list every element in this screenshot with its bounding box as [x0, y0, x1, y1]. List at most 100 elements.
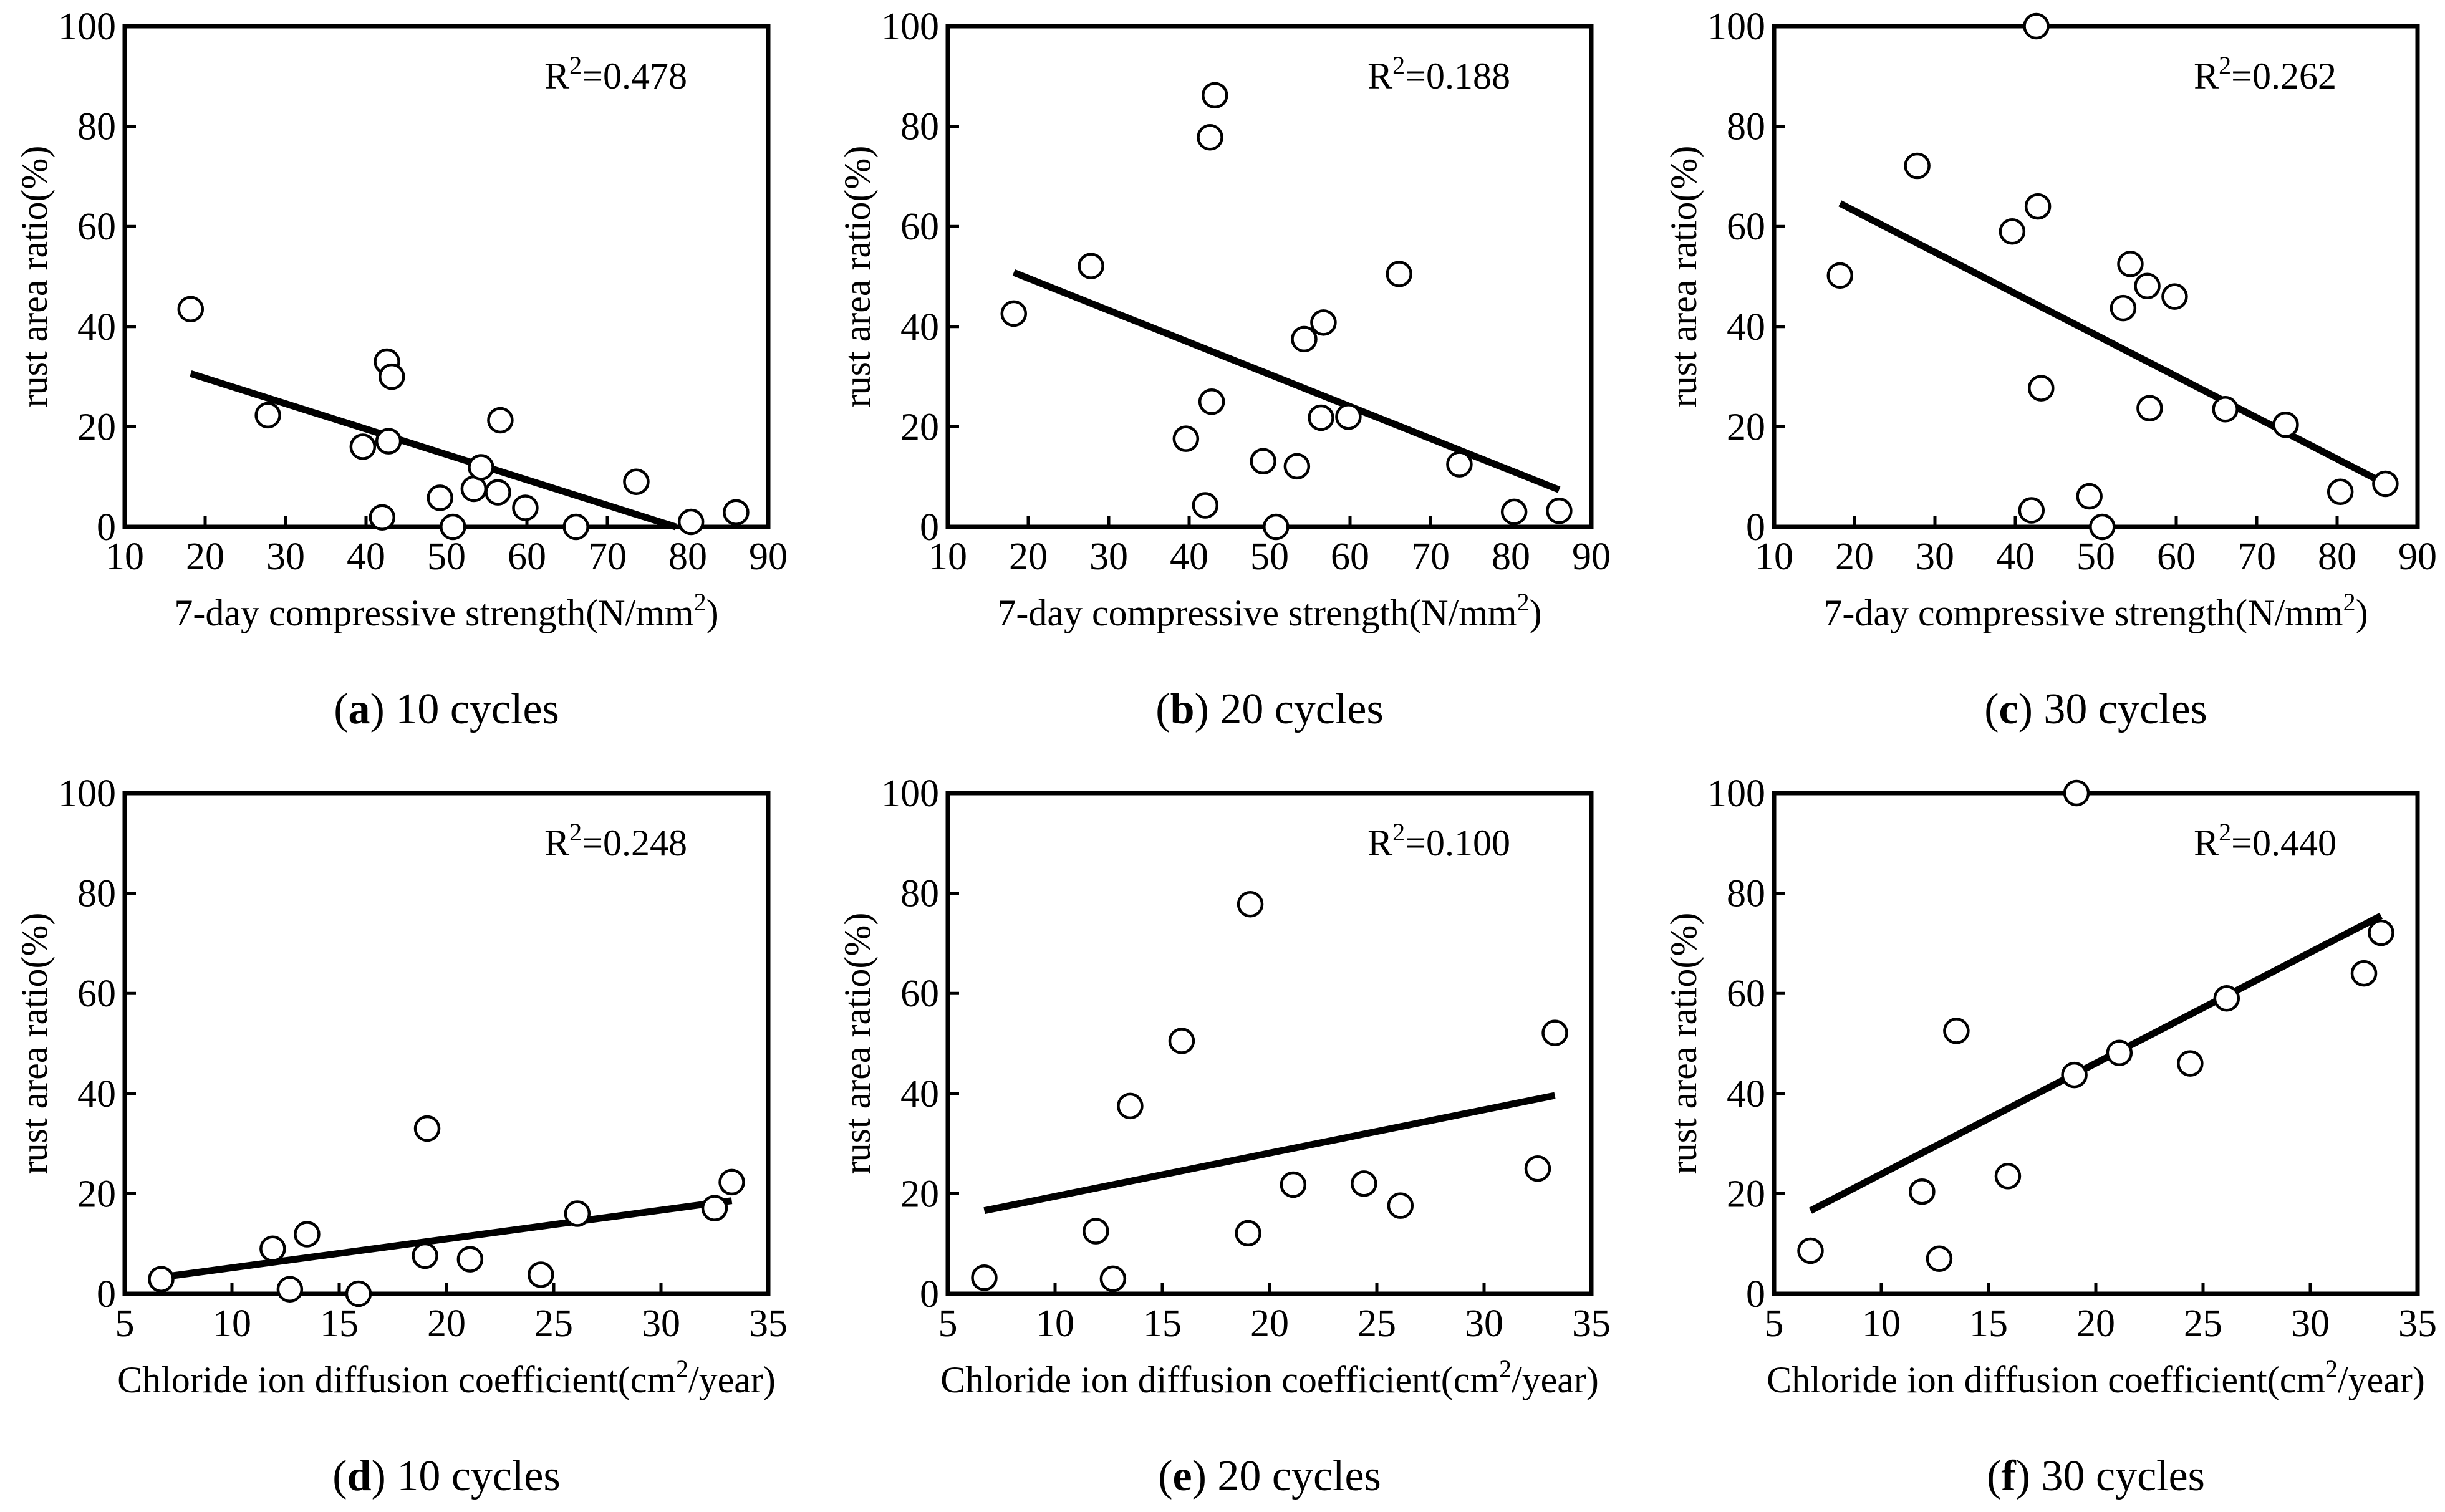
data-point	[1283, 453, 1311, 480]
data-point	[1926, 1245, 1953, 1273]
y-tick-label: 60	[900, 973, 939, 1015]
chart-panel-f: 5 10 15 20 25 30 35 0 20 40 60 80 100 Chloride ion di…	[1663, 773, 2437, 1500]
data-point	[1192, 492, 1219, 519]
data-point	[2028, 375, 2055, 402]
data-point	[677, 508, 705, 536]
data-point	[1197, 124, 1223, 151]
r2-annotation: R2=0.188	[1367, 51, 1510, 97]
x-tick-label: 15	[320, 1303, 359, 1345]
x-tick-label: 40	[1170, 536, 1208, 578]
y-tick-label: 20	[1727, 406, 1765, 448]
regression-line	[1838, 200, 2387, 487]
x-axis-label: 7-day compressive strength(N/mm2)	[997, 588, 1541, 633]
data-point	[701, 1195, 728, 1221]
y-tick-label: 0	[97, 506, 116, 549]
data-point	[259, 1235, 286, 1262]
data-point	[1386, 261, 1412, 287]
x-tick-label: 90	[2398, 536, 2437, 578]
data-point	[2213, 985, 2240, 1012]
plot-frame	[945, 791, 1594, 1296]
x-tick-label: 30	[1916, 536, 1954, 578]
y-tick-label: 40	[77, 1073, 116, 1115]
x-tick-label: 30	[266, 536, 305, 578]
x-tick-label: 30	[1465, 1303, 1503, 1345]
data-point	[2063, 779, 2090, 807]
data-point	[1235, 1220, 1261, 1247]
r2-annotation: R2=0.262	[2194, 51, 2336, 97]
data-point	[1198, 388, 1225, 415]
data-point	[2177, 1050, 2204, 1077]
data-point	[1909, 1178, 1936, 1205]
data-point	[1250, 448, 1276, 475]
panel-caption: (d) 10 cycles	[332, 1452, 560, 1500]
x-tick-label: 25	[2184, 1303, 2222, 1345]
y-tick-label: 0	[1746, 1273, 1765, 1316]
data-point	[2061, 1061, 2088, 1089]
data-point	[2212, 396, 2239, 423]
x-axis-label: 7-day compressive strength(N/mm2)	[1823, 588, 2368, 633]
y-tick-label: 80	[900, 873, 939, 915]
data-point	[1280, 1171, 1307, 1198]
data-point	[427, 484, 453, 511]
y-tick-label: 40	[1727, 306, 1765, 349]
panel-caption: (f) 30 cycles	[1987, 1452, 2205, 1500]
x-tick-label: 25	[534, 1303, 573, 1345]
x-tick-label: 20	[1250, 1303, 1289, 1345]
x-tick-label: 40	[347, 536, 385, 578]
y-tick-label: 60	[1727, 206, 1765, 248]
x-tick-label: 5	[1765, 1303, 1784, 1345]
x-tick-label: 35	[749, 1303, 788, 1345]
data-point	[1994, 1163, 2022, 1190]
y-tick-label: 60	[77, 206, 116, 248]
y-tick-label: 100	[881, 6, 939, 48]
y-tick-label: 40	[900, 306, 939, 349]
chart-panel-c: 10 20 30 40 50 60 70 80 90 0 20 40 60 80 100 7-day comp…	[1663, 6, 2437, 733]
data-point	[1237, 891, 1264, 918]
data-point	[1168, 1028, 1195, 1054]
data-point	[1999, 218, 2026, 245]
regression-line	[1808, 912, 2383, 1214]
data-point	[1446, 451, 1473, 478]
regression-line	[983, 1092, 1556, 1215]
regression-line	[160, 1197, 733, 1281]
chart-panel-e: 5 10 15 20 25 30 35 0 20 40 60 80 100 Chloride ion di…	[837, 773, 1611, 1500]
data-point	[512, 494, 539, 521]
data-point	[413, 1115, 441, 1142]
panel-caption: (e) 20 cycles	[1158, 1452, 1381, 1500]
x-tick-label: 50	[427, 536, 466, 578]
y-axis-label: rust area ratio(%)	[14, 146, 55, 408]
data-point	[2368, 919, 2394, 946]
chart-panel-a: 10 20 30 40 50 60 70 80 90 0 20 40 60 80 100 7-day comp…	[14, 6, 788, 733]
x-tick-label: 10	[1862, 1303, 1901, 1345]
data-point	[379, 363, 405, 390]
x-tick-label: 10	[1036, 1303, 1074, 1345]
x-tick-label: 15	[1969, 1303, 2008, 1345]
y-tick-label: 60	[77, 973, 116, 1015]
data-point	[1524, 1155, 1551, 1182]
data-point	[2134, 272, 2161, 300]
y-tick-label: 0	[920, 1273, 939, 1316]
x-axis-label: Chloride ion diffusion coefficient(cm2/y…	[1767, 1355, 2425, 1400]
y-tick-label: 100	[58, 6, 116, 48]
x-tick-label: 5	[115, 1303, 135, 1345]
x-axis-label: Chloride ion diffusion coefficient(cm2/y…	[940, 1355, 1599, 1400]
x-tick-label: 30	[642, 1303, 680, 1345]
data-point	[2272, 411, 2299, 438]
data-point	[2024, 193, 2052, 220]
panel-caption: (b) 20 cycles	[1155, 685, 1383, 733]
x-tick-label: 80	[1492, 536, 1530, 578]
y-tick-label: 80	[77, 873, 116, 915]
y-tick-label: 40	[900, 1073, 939, 1115]
data-point	[412, 1242, 438, 1269]
data-point	[1387, 1192, 1414, 1219]
x-tick-label: 60	[2157, 536, 2196, 578]
y-tick-label: 20	[900, 1173, 939, 1215]
data-point	[276, 1276, 304, 1303]
regression-line	[190, 370, 677, 531]
x-tick-label: 70	[2237, 536, 2276, 578]
data-point	[460, 475, 488, 503]
data-point	[723, 499, 750, 526]
x-tick-label: 25	[1358, 1303, 1396, 1345]
x-tick-label: 10	[213, 1303, 251, 1345]
y-tick-label: 80	[900, 106, 939, 148]
